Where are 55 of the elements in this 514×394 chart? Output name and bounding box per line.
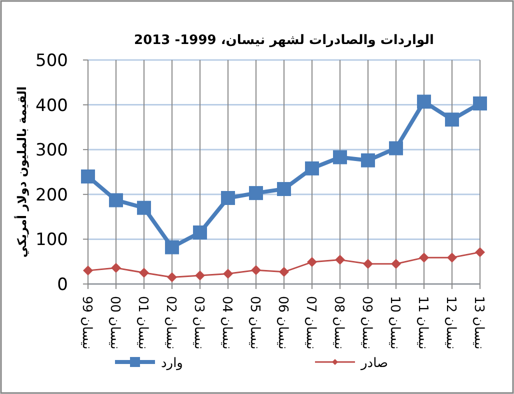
point (165, 240, 179, 254)
y-tick-label: 500 (36, 51, 68, 71)
point (277, 182, 291, 196)
point (221, 190, 235, 205)
point (363, 258, 373, 269)
x-tick-label: نيسان 13 (471, 296, 486, 350)
point (195, 270, 205, 280)
legend-label: صادر (360, 356, 388, 371)
point (137, 200, 151, 215)
point (419, 252, 429, 263)
x-tick-label: نيسان 10 (387, 296, 402, 350)
point (391, 258, 401, 269)
point (333, 150, 347, 164)
x-tick-label: نيسان 99 (79, 296, 94, 350)
point (305, 161, 319, 176)
point (167, 272, 177, 282)
x-tick-label: نيسان 04 (219, 296, 234, 350)
y-tick-label: 0 (57, 275, 68, 295)
point (109, 193, 123, 208)
y-tick-label: 100 (36, 230, 68, 250)
point (249, 186, 263, 200)
y-axis-title: القيمة بالمليون دولار أمريكي (14, 86, 29, 258)
y-tick-label: 300 (36, 140, 68, 161)
point (445, 112, 459, 127)
y-tick-label: 200 (36, 185, 68, 206)
x-tick-label: نيسان 06 (275, 296, 290, 350)
y-tick-label: 400 (36, 96, 68, 116)
point (279, 266, 289, 277)
x-tick-label: نيسان 05 (247, 296, 262, 350)
x-tick-label: نيسان 02 (163, 296, 178, 350)
point (81, 169, 95, 184)
point (447, 252, 457, 263)
point (417, 94, 431, 109)
x-tick-label: نيسان 12 (443, 296, 458, 350)
x-tick-label: نيسان 07 (303, 296, 318, 350)
point (139, 268, 149, 278)
point (193, 225, 207, 240)
x-tick-label: نيسان 08 (331, 296, 346, 350)
x-tick-label: نيسان 01 (135, 296, 150, 350)
x-tick-label: نيسان 00 (107, 296, 122, 350)
point (335, 254, 345, 265)
point (473, 96, 487, 110)
x-tick-label: نيسان 09 (359, 296, 374, 350)
point (475, 247, 485, 258)
x-tick-label: نيسان 11 (415, 296, 430, 350)
point (223, 268, 233, 279)
point (307, 257, 317, 268)
point (251, 265, 261, 276)
point (111, 262, 121, 273)
point (361, 153, 375, 168)
legend-label: وارد (161, 356, 183, 371)
chart-title: الواردات والصادرات لشهر نيسان، 1999- 2013 (134, 33, 434, 48)
point (83, 266, 93, 276)
point (389, 141, 403, 156)
x-tick-label: نيسان 03 (191, 296, 206, 350)
